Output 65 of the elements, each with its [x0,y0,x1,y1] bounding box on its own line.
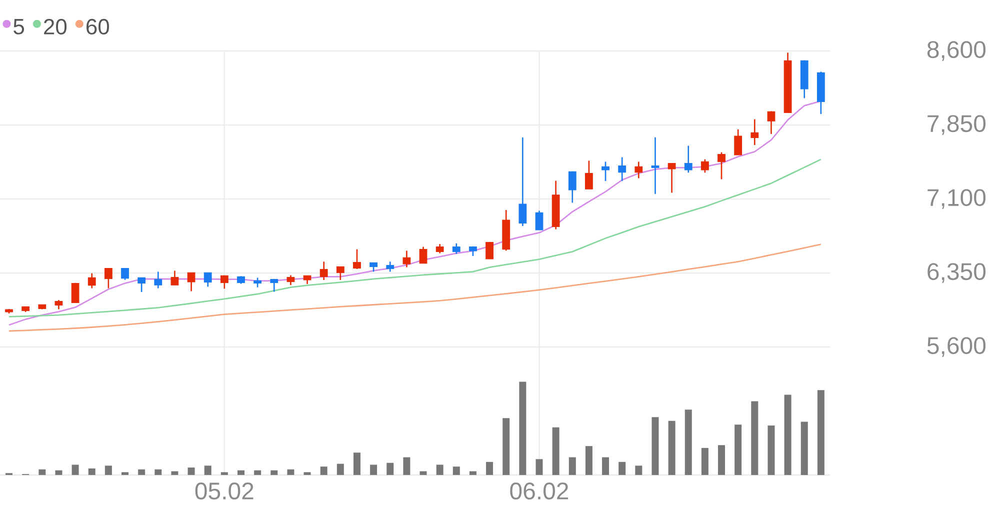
bar [618,462,626,475]
bar [104,466,112,475]
bar [768,426,775,475]
bar [486,462,494,475]
bar [270,470,278,475]
bar [684,410,692,475]
candlestick [700,158,709,174]
candlestick [602,161,610,182]
y-tick-label: 7,850 [928,115,986,135]
bar [519,382,526,475]
bar [320,466,328,475]
y-tick-label: 8,600 [927,41,986,61]
bar [386,462,394,475]
y-tick-label: 6,350 [928,263,986,283]
x-tick-label: 06.02 [510,482,568,500]
bar [287,469,294,475]
bar [784,394,792,475]
bar [652,417,659,475]
bar [751,401,758,475]
bar [370,464,378,475]
legend-label: 60 [86,18,110,35]
bar [420,471,427,475]
x-tick-label: 05.02 [195,482,254,500]
bar [336,464,344,475]
bar [701,448,708,475]
bar [254,470,262,475]
bar [171,471,178,475]
bar [552,427,560,475]
candlestick [486,241,494,260]
bar [138,469,146,475]
bar [353,452,360,475]
bar [452,466,460,475]
candlestick [469,246,477,257]
bar [436,464,444,475]
bar [585,446,592,475]
bar [718,445,726,475]
bar [154,469,162,475]
bar [122,472,128,475]
bar [188,468,195,475]
bar [220,472,228,475]
bar [568,457,576,475]
bar [204,466,212,475]
bar [800,422,808,475]
candlestick [734,128,742,156]
bar [403,457,410,475]
bar [502,418,510,475]
bar [304,472,311,475]
bar [237,470,244,475]
candlestick [585,160,593,190]
bar [88,468,96,475]
bar [817,390,824,475]
bar [469,471,476,475]
legend-label: 20 [44,18,67,35]
candlestick [71,282,80,304]
bar [734,424,742,475]
y-tick-label: 7,100 [928,189,986,209]
bar [635,466,642,475]
legend-label: 5 [14,19,24,34]
bar [55,470,62,475]
bar [536,459,543,475]
bar [38,469,46,475]
bar [602,457,610,475]
bar [668,420,676,475]
bar [72,464,79,475]
y-tick-label: 5,600 [927,337,986,357]
